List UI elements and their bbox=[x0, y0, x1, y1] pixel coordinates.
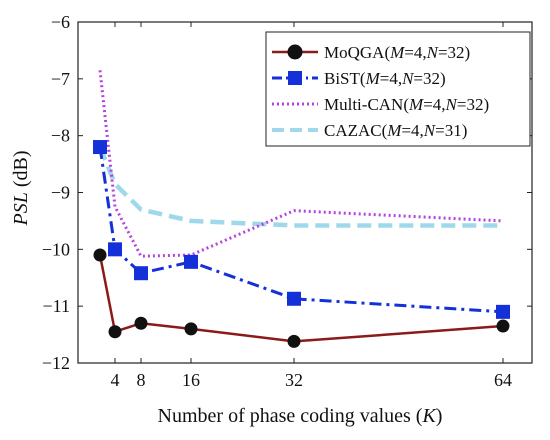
x-axis-ticks: 4 8 16 32 64 bbox=[111, 22, 512, 390]
legend-entry-multi-can: Multi-CAN(M=4,N=32) bbox=[272, 95, 489, 114]
series-line-bist bbox=[98, 146, 504, 314]
data-point-moqga bbox=[108, 325, 122, 339]
series-cazac bbox=[97, 146, 503, 228]
legend-entry-cazac: CAZAC(M=4,N=31) bbox=[272, 121, 467, 140]
data-point-moqga bbox=[184, 322, 198, 336]
data-point-bist bbox=[108, 242, 122, 257]
data-point-moqga bbox=[134, 316, 148, 330]
y-tick-label: −8 bbox=[51, 126, 70, 146]
y-tick-label: −11 bbox=[43, 296, 70, 316]
y-tick-label: −7 bbox=[51, 69, 70, 89]
y-tick-label: −6 bbox=[51, 12, 70, 32]
data-point-bist bbox=[93, 140, 107, 155]
x-tick-label: 4 bbox=[111, 370, 120, 390]
legend: MoQGA(M=4,N=32) BiST(M=4,N=32) Multi-CAN… bbox=[265, 31, 531, 147]
data-point-bist bbox=[184, 254, 198, 269]
x-tick-label: 16 bbox=[182, 370, 200, 390]
y-tick-label: −9 bbox=[51, 183, 70, 203]
series-layer bbox=[93, 70, 510, 348]
y-tick-label: −12 bbox=[42, 353, 70, 373]
x-axis-label: Number of phase coding values (K) bbox=[158, 405, 443, 427]
data-point-moqga bbox=[93, 248, 107, 262]
y-tick-label: −10 bbox=[42, 239, 70, 259]
series-bist bbox=[93, 140, 510, 319]
series-moqga bbox=[93, 248, 510, 348]
data-point-bist bbox=[134, 266, 148, 281]
series-line-mcan bbox=[98, 70, 504, 258]
svg-text:CAZAC(M=4,N=31): CAZAC(M=4,N=31) bbox=[324, 121, 467, 140]
series-line-cazac bbox=[97, 146, 503, 228]
data-point-bist bbox=[287, 291, 301, 306]
svg-text:BiST(M=4,N=32): BiST(M=4,N=32) bbox=[324, 69, 446, 88]
legend-entry-bist: BiST(M=4,N=32) bbox=[272, 69, 446, 88]
svg-text:MoQGA(M=4,N=32): MoQGA(M=4,N=32) bbox=[324, 43, 470, 62]
legend-entry-moqga: MoQGA(M=4,N=32) bbox=[272, 43, 470, 62]
x-tick-label: 8 bbox=[137, 370, 146, 390]
data-point-moqga bbox=[287, 334, 301, 348]
svg-text:Multi-CAN(M=4,N=32): Multi-CAN(M=4,N=32) bbox=[324, 95, 489, 114]
y-axis-label: PSL (dB) bbox=[10, 150, 32, 226]
data-point-bist bbox=[496, 304, 510, 319]
x-tick-label: 64 bbox=[494, 370, 512, 390]
data-point-moqga bbox=[496, 319, 510, 333]
series-mcan bbox=[98, 70, 504, 258]
series-line-moqga bbox=[98, 254, 504, 343]
x-tick-label: 32 bbox=[285, 370, 303, 390]
y-axis-ticks: −6 −7 −8 −9 −10 −11 −12 bbox=[42, 12, 532, 373]
